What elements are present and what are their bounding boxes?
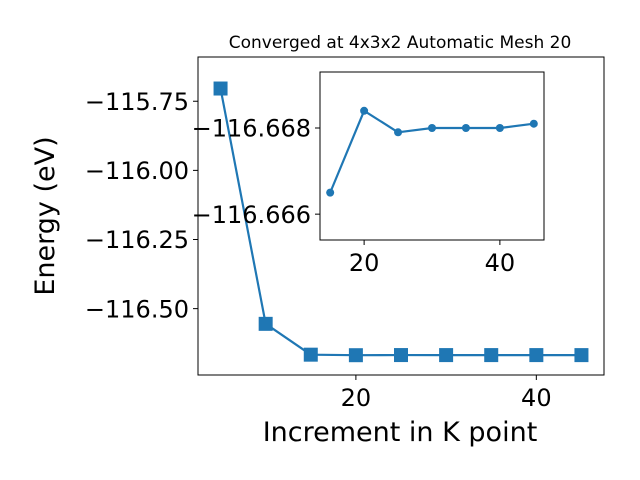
inset-data-point	[495, 124, 504, 132]
main-series	[213, 81, 589, 363]
inset-y-ticks: −116.668 −116.666	[192, 115, 320, 229]
main-axes: 20 40 −115.75−116.00−116.25−116.50 Conver…	[30, 33, 605, 448]
main-data-point	[303, 347, 318, 362]
main-data-point	[258, 316, 273, 331]
main-x-ticks: 20 40	[341, 375, 552, 412]
inset-plot-border	[319, 71, 545, 241]
chart-title: Converged at 4x3x2 Automatic Mesh 20	[229, 33, 572, 53]
main-data-point	[439, 348, 454, 363]
main-y-tick-label: −116.25	[85, 226, 189, 254]
main-y-tick-label: −116.00	[85, 157, 189, 185]
main-y-ticks: −115.75 −116.00 −116.25 −116.50	[85, 88, 198, 323]
main-data-point	[394, 348, 408, 363]
main-y-tick-label: −115.75	[85, 88, 189, 116]
inset-x-tick-label: 20	[349, 249, 380, 277]
inset-series	[326, 106, 538, 197]
main-y-tick-label: −116.50	[85, 295, 189, 323]
main-data-point	[574, 348, 589, 363]
main-data-point	[348, 348, 363, 363]
inset-data-point	[326, 188, 335, 197]
inset-y-tick-label: −116.668	[192, 115, 311, 143]
inset-data-point	[428, 124, 436, 132]
inset-x-tick-label: 40	[485, 249, 516, 277]
inset-data-point	[360, 106, 369, 115]
inset-data-point	[394, 128, 403, 137]
main-x-tick-label: 20	[341, 384, 372, 412]
inset-plot-frame	[319, 71, 545, 241]
main-data-point	[213, 81, 228, 96]
main-x-tick-label: 40	[521, 384, 552, 412]
x-axis-label: Increment in K point	[263, 417, 538, 448]
inset-x-ticks: 20 40	[349, 240, 515, 277]
main-data-point	[484, 348, 499, 363]
inset-data-point	[461, 124, 470, 132]
inset-data-point	[529, 119, 538, 128]
main-plot-frame	[197, 56, 605, 376]
inset-axes: 20 40 −116.668−116.666	[192, 71, 545, 277]
inset-y-tick-label: −116.666	[192, 201, 311, 229]
main-data-point	[529, 348, 544, 363]
y-axis-label: Energy (eV)	[30, 136, 61, 295]
